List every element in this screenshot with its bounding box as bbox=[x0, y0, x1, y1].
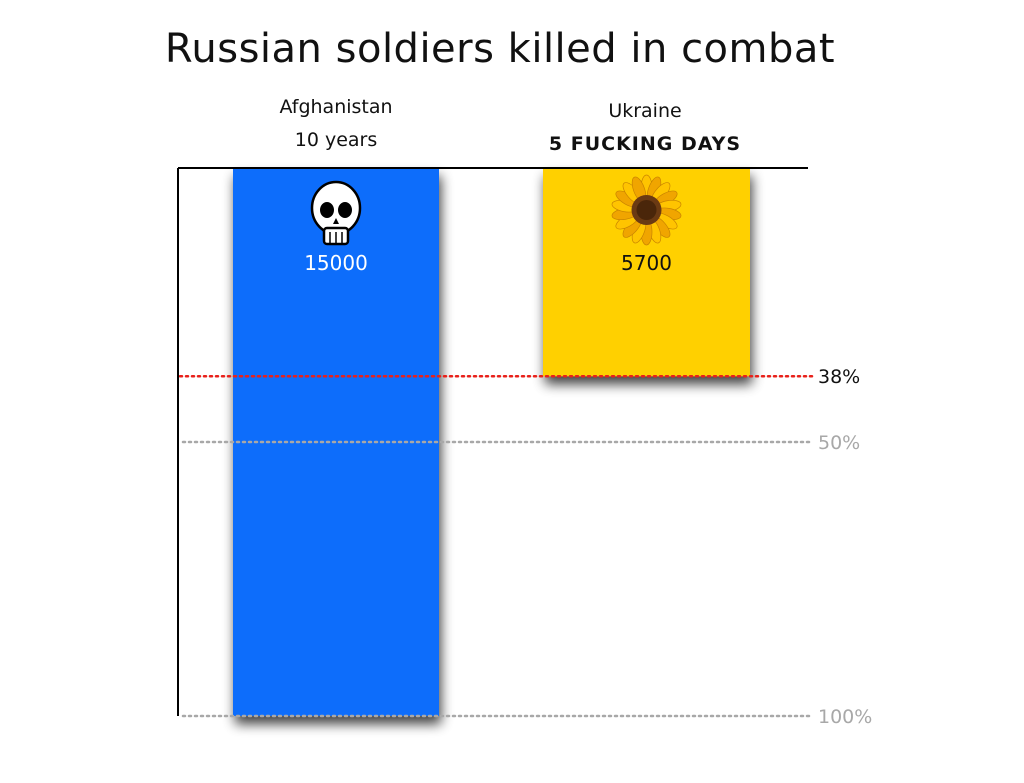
category-label-afghanistan: Afghanistan 10 years bbox=[236, 91, 436, 157]
value-label: 15000 bbox=[304, 251, 368, 275]
value-label: 5700 bbox=[621, 251, 672, 275]
skull-icon bbox=[310, 180, 362, 246]
category-label-ukraine: Ukraine 5 FUCKING DAYS bbox=[520, 95, 770, 161]
category-subtitle: 10 years bbox=[294, 129, 378, 151]
reference-label: 100% bbox=[818, 706, 872, 728]
category-name: Afghanistan bbox=[279, 96, 393, 118]
chart-title: Russian soldiers killed in combat bbox=[164, 26, 836, 72]
category-subtitle: 5 FUCKING DAYS bbox=[548, 133, 742, 155]
category-name: Ukraine bbox=[608, 100, 682, 122]
sunflower-icon bbox=[611, 174, 682, 246]
reference-label: 38% bbox=[818, 366, 860, 388]
reference-label: 50% bbox=[818, 432, 860, 454]
